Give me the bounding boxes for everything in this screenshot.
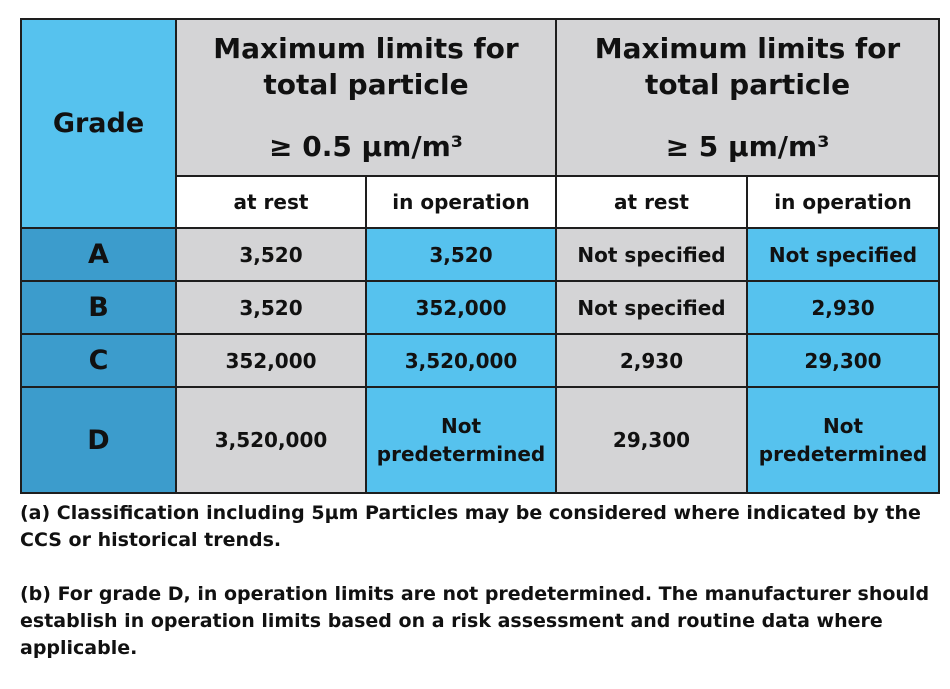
particle-size-label: ≥ 5 µm/m³ — [665, 129, 830, 163]
table-cell: Not specified — [555, 280, 749, 335]
table-cell: Not specified — [555, 227, 749, 282]
table-cell: 3,520 — [175, 227, 367, 282]
cell-line: Not — [440, 414, 482, 438]
table-row-grade-a: A 3,520 3,520 Not specified Not specifie… — [20, 227, 941, 282]
footnote-a: (a) Classification including 5µm Particl… — [20, 502, 921, 551]
grade-column-header: Grade — [20, 18, 177, 229]
header-group-0-5um: Maximum limits for total particle ≥ 0.5 … — [174, 18, 558, 177]
table-cell: 3,520,000 — [364, 333, 558, 388]
grade-cell: B — [20, 280, 177, 335]
table-row-grade-b: B 3,520 352,000 Not specified 2,930 — [20, 280, 941, 335]
subheader-at-rest: at rest — [175, 175, 367, 229]
cleanroom-limits-table: Grade Maximum limits for total particle … — [20, 18, 941, 494]
subheader-in-operation: in operation — [746, 175, 941, 229]
table-cell: 2,930 — [746, 280, 941, 335]
table-cell: 352,000 — [175, 333, 367, 388]
table-row-grade-c: C 352,000 3,520,000 2,930 29,300 — [20, 333, 941, 388]
grade-cell: A — [20, 227, 177, 282]
table-cell: 2,930 — [555, 333, 749, 388]
header-line-1: Maximum limits for — [594, 31, 901, 65]
table-cell: Not predetermined — [364, 386, 558, 494]
table-cell: 3,520 — [364, 227, 558, 282]
table-cell: Not predetermined — [746, 386, 941, 494]
header-group-5um: Maximum limits for total particle ≥ 5 µm… — [555, 18, 941, 177]
table-cell: 29,300 — [555, 386, 749, 494]
cell-line: Not — [823, 414, 864, 438]
header-line-1: Maximum limits for — [213, 31, 519, 65]
table-row-grade-d: D 3,520,000 Not predetermined 29,300 Not… — [20, 386, 941, 494]
subheader-in-operation: in operation — [364, 175, 558, 229]
particle-size-label: ≥ 0.5 µm/m³ — [269, 129, 464, 163]
table-cell: 3,520,000 — [175, 386, 367, 494]
table-cell: Not specified — [746, 227, 941, 282]
header-line-2: total particle — [644, 67, 851, 101]
header-line-2: total particle — [263, 67, 469, 101]
footnote-b: (b) For grade D, in operation limits are… — [20, 583, 930, 659]
table-cell: 29,300 — [746, 333, 941, 388]
grade-cell: D — [20, 386, 177, 494]
cell-line: predetermined — [758, 442, 928, 466]
cell-line: predetermined — [376, 442, 546, 466]
table-cell: 352,000 — [364, 280, 558, 335]
grade-cell: C — [20, 333, 177, 388]
footnotes: (a) Classification including 5µm Particl… — [20, 500, 945, 662]
subheader-at-rest: at rest — [555, 175, 749, 229]
table-cell: 3,520 — [175, 280, 367, 335]
